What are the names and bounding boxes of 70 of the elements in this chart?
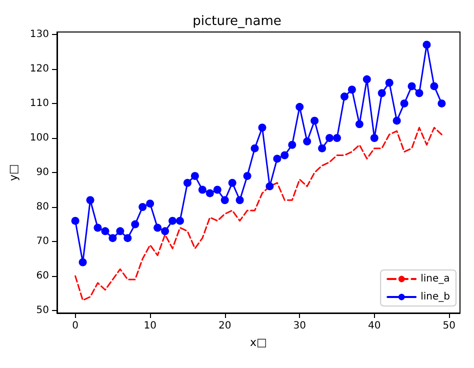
x-tick-label: 40 [368,320,381,332]
point [430,82,438,90]
legend-label: line_a [420,274,450,284]
point [86,196,94,204]
point [370,134,378,142]
point [273,154,282,163]
point [288,140,296,149]
point [266,182,274,190]
point [280,151,289,160]
y-tick-label: 130 [30,28,49,40]
point [206,189,214,198]
point [101,227,110,236]
point [108,234,117,242]
y-tick-label: 60 [36,270,49,282]
y-tick-label: 100 [30,132,49,144]
point [183,178,192,187]
point [220,196,229,204]
point [348,86,356,94]
point [340,92,348,101]
point [296,102,304,111]
y-tick-label: 110 [30,98,49,109]
point [326,134,334,142]
x-tick-label: 0 [72,320,78,332]
point [392,116,401,125]
point [116,227,124,236]
point [415,89,424,98]
point [168,216,177,225]
point [378,89,386,98]
y-tick-label: 70 [36,236,49,248]
point [400,99,408,108]
y-axis-title: y□ [7,164,20,181]
point [355,120,364,128]
y-tick-label: 80 [36,202,49,213]
y-tick-label: 120 [30,63,49,74]
x-tick-label: 10 [144,320,156,332]
point [438,99,446,108]
y-tick-label: 90 [36,167,49,178]
point [124,234,132,242]
point [258,124,266,132]
point [154,224,162,232]
point [71,216,80,225]
point [385,78,394,87]
point [161,227,170,236]
point [213,186,222,194]
chart-title: picture_name [192,14,282,29]
point [303,137,312,146]
point [310,116,319,125]
x-tick-label: 20 [218,320,232,332]
x-tick-label: 50 [442,320,456,332]
y-tick-label: 50 [36,305,49,316]
point [408,82,416,90]
point [198,186,206,194]
x-tick-label: 30 [293,320,306,332]
point [138,203,147,212]
point [243,172,252,180]
point [78,258,87,266]
point [190,172,199,180]
point [250,144,259,152]
x-axis-title: x□ [250,336,267,349]
point [422,40,431,49]
point [94,224,102,232]
point [228,178,236,187]
point [333,134,342,142]
point [318,144,326,152]
point [176,216,184,225]
point [362,75,371,84]
point [236,196,244,204]
point [146,200,154,208]
point [131,220,140,228]
legend-label: line_b [420,292,450,302]
